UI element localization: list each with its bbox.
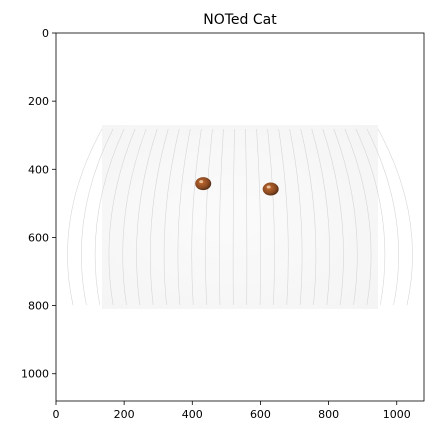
y-tick-label: 800	[28, 300, 49, 313]
fur-stroke	[108, 128, 136, 306]
fur-stroke	[81, 128, 114, 306]
fur-stroke	[311, 128, 331, 306]
fur-stroke	[377, 128, 413, 306]
fur-stroke	[322, 128, 344, 306]
fur-stroke	[149, 128, 169, 306]
fur-stroke	[333, 128, 358, 306]
y-tick-label: 200	[28, 95, 49, 108]
x-tick-label: 400	[182, 408, 203, 421]
fur-stroke	[366, 128, 400, 306]
fur-stroke	[122, 128, 147, 306]
x-tick-label: 600	[250, 408, 271, 421]
eye-left	[195, 177, 212, 191]
fur-stroke	[218, 128, 224, 306]
eye-right-glint	[266, 185, 271, 189]
fur-stroke	[94, 128, 125, 306]
fur-stroke	[67, 128, 103, 306]
fur-stroke	[163, 128, 180, 306]
fur-stroke	[205, 128, 213, 306]
x-tick-label: 800	[318, 408, 339, 421]
eye-left-glint	[199, 180, 204, 184]
y-tick-label: 600	[28, 231, 49, 244]
fur-stroke	[245, 128, 248, 306]
x-tick-label: 200	[114, 408, 135, 421]
eye-right	[262, 182, 279, 196]
axes-spines	[55, 32, 425, 402]
fur-stroke	[289, 128, 303, 306]
fur-stroke	[344, 128, 372, 306]
y-tick-label: 1000	[21, 368, 49, 381]
fur-stroke	[136, 128, 158, 306]
image-layer	[67, 125, 413, 309]
x-tick-label: 0	[53, 408, 60, 421]
y-axis: 0 200 400 600 800 1000	[21, 27, 56, 381]
chart-title: NOTed Cat	[203, 12, 277, 28]
fur-stroke	[278, 128, 289, 306]
fur-strokes	[67, 128, 413, 306]
fur-stroke	[300, 128, 317, 306]
y-tick-label: 0	[42, 27, 49, 40]
fur-stroke	[267, 128, 275, 306]
x-axis: 0 200 400 600 800 1000	[53, 401, 411, 421]
fur-stroke	[355, 128, 386, 306]
fur-stroke	[256, 128, 262, 306]
y-tick-label: 400	[28, 163, 49, 176]
image-background	[102, 125, 378, 309]
fur-stroke	[232, 128, 235, 306]
fur-stroke	[191, 128, 202, 306]
x-tick-label: 1000	[383, 408, 411, 421]
fur-stroke	[177, 128, 191, 306]
